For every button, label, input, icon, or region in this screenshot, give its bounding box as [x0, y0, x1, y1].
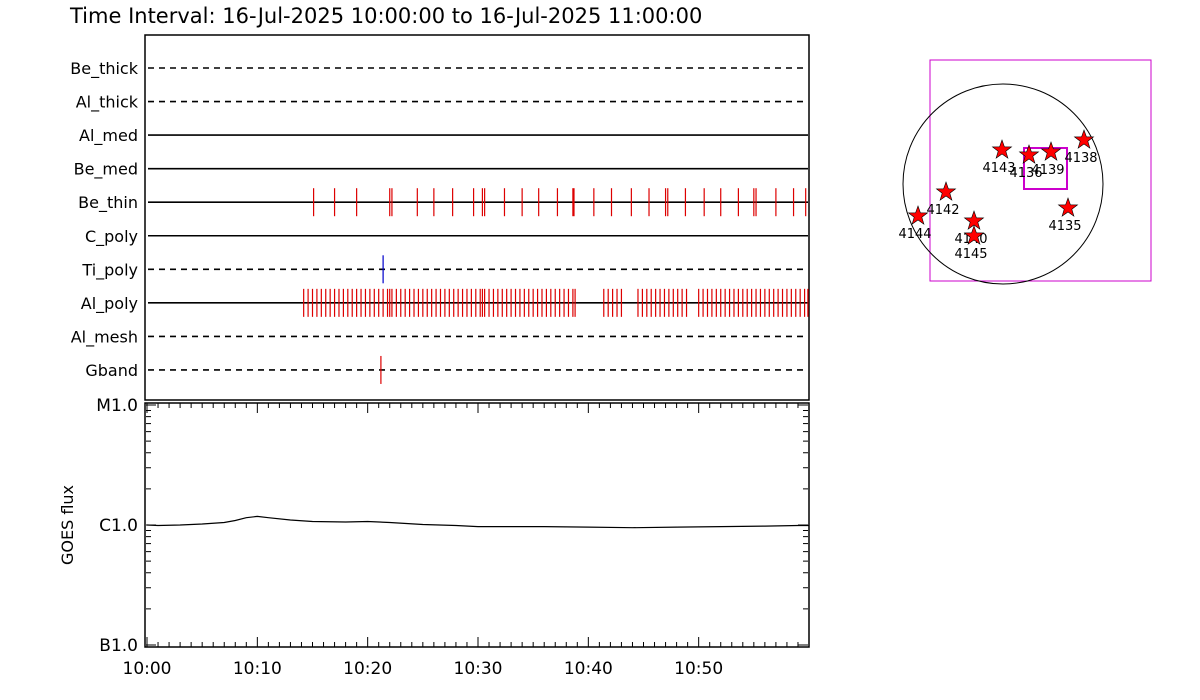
channel-label: Al_poly: [81, 294, 138, 314]
field-of-view-box: [1023, 147, 1068, 190]
channel-Al_mesh: Al_mesh: [71, 327, 808, 347]
channel-label: Ti_poly: [81, 260, 138, 280]
star-marker: [1018, 144, 1040, 164]
star-marker: [991, 139, 1013, 159]
channel-Gband: Gband: [85, 355, 808, 384]
x-tick-label: 10:50: [674, 659, 723, 679]
y-tick-label: C1.0: [99, 516, 138, 536]
goes-flux-panel: M1.0 C1.0 B1.0 10:00 10:10 10:20 10:30 10:40 10:…: [58, 396, 810, 679]
x-tick-label: 10:20: [343, 659, 392, 679]
solar-disk-map: 414341364139413841424144414041454135: [898, 59, 1152, 285]
solar-disk: [902, 83, 1104, 285]
channel-Be_med: Be_med: [74, 160, 808, 180]
region-label: 4138: [1064, 151, 1097, 166]
channel-label: Al_med: [79, 126, 138, 146]
channel-label: Gband: [85, 361, 138, 380]
x-tick-label: 10:10: [233, 659, 282, 679]
channel-Ti_poly: Ti_poly: [81, 255, 808, 284]
active-region-4143: 4143: [982, 139, 1016, 176]
goes-frame: [144, 402, 810, 648]
x-tick-label: 10:30: [454, 659, 503, 679]
channel-label: Be_thin: [78, 193, 138, 213]
goes-ylabel: GOES flux: [58, 485, 77, 565]
map-frame: [929, 59, 1152, 282]
region-label: 4145: [954, 247, 987, 262]
channel-label: Al_mesh: [71, 327, 138, 347]
active-region-4136: 4136: [1009, 144, 1043, 181]
channel-label: C_poly: [85, 227, 138, 247]
star-marker: [1057, 197, 1079, 217]
channel-label: Be_med: [74, 160, 138, 180]
x-tick-label: 10:40: [564, 659, 613, 679]
star-marker: [963, 225, 985, 245]
region-label: 4144: [898, 227, 931, 242]
event-timeline-panel: Be_thick Al_thick Al_med Be_med Be_thin C_pol…: [70, 34, 810, 401]
channel-label: Be_thick: [70, 59, 138, 79]
region-label: 4136: [1009, 166, 1042, 181]
region-label: 4143: [982, 161, 1015, 176]
active-region-4139: 4139: [1031, 141, 1065, 178]
star-marker: [1040, 141, 1062, 161]
timeline-frame: [144, 34, 810, 401]
channel-Al_poly: Al_poly: [81, 288, 809, 317]
star-marker: [907, 205, 929, 225]
active-region-4135: 4135: [1048, 197, 1082, 234]
region-label: 4135: [1048, 219, 1081, 234]
region-label: 4139: [1031, 163, 1064, 178]
region-label: 4142: [926, 203, 959, 218]
active-region-4144: 4144: [898, 205, 932, 242]
channel-Al_med: Al_med: [79, 126, 808, 146]
channel-Al_thick: Al_thick: [76, 93, 808, 113]
channel-C_poly: C_poly: [85, 227, 808, 247]
y-tick-label: B1.0: [99, 636, 138, 656]
active-region-4145: 4145: [954, 225, 988, 262]
active-region-4142: 4142: [926, 181, 960, 218]
channel-Be_thick: Be_thick: [70, 59, 808, 79]
star-marker: [935, 181, 957, 201]
active-region-4138: 4138: [1064, 129, 1098, 166]
y-tick-label: M1.0: [96, 396, 138, 416]
star-marker: [1073, 129, 1095, 149]
star-marker: [963, 210, 985, 230]
chart-title: Time Interval: 16-Jul-2025 10:00:00 to 1…: [69, 4, 702, 28]
channel-label: Al_thick: [76, 93, 139, 113]
goes-flux-line: [146, 515, 809, 529]
channel-Be_thin: Be_thin: [78, 188, 808, 217]
x-tick-label: 10:00: [123, 659, 172, 679]
